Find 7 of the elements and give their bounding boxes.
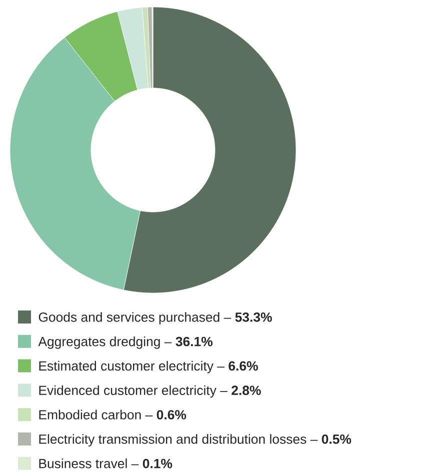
legend-label: Business travel – 0.1% xyxy=(39,458,172,468)
legend-label: Evidenced customer electricity – 2.8% xyxy=(39,385,261,398)
legend-label: Aggregates dredging – 36.1% xyxy=(38,336,213,349)
legend-label: Electricity transmission and distribution losses – 0.5% xyxy=(39,434,352,446)
legend-label: Goods and services purchased – 53.3% xyxy=(38,312,272,324)
legend-label: Estimated customer electricity – 6.6% xyxy=(39,360,258,374)
legend-label: Embodied carbon – 0.6% xyxy=(39,410,186,420)
